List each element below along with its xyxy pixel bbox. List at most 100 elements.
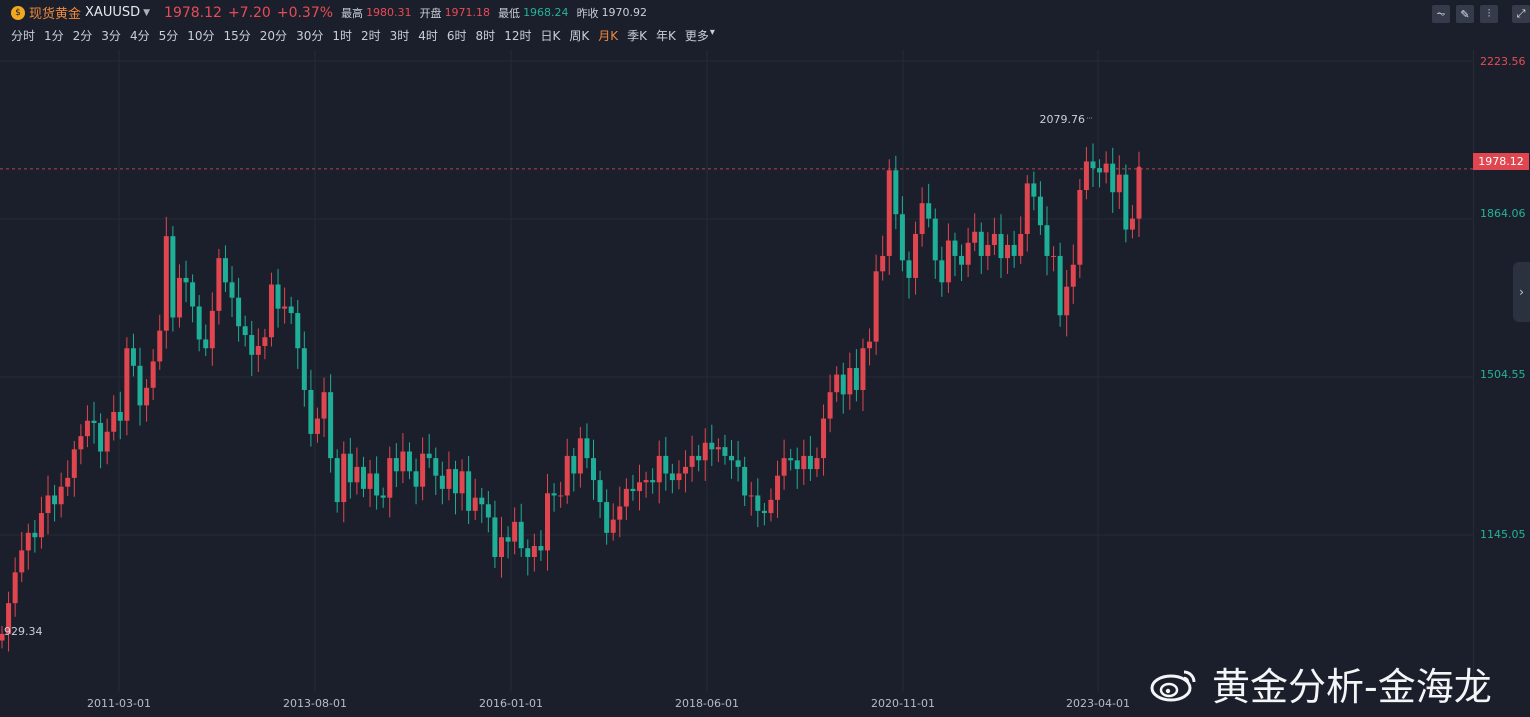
candle-body: [1051, 255, 1057, 257]
candle-body: [847, 368, 853, 395]
period-tab[interactable]: 2分: [72, 29, 93, 43]
candle-body: [860, 348, 866, 390]
watermark-text: 黄金分析-金海龙: [1212, 665, 1492, 709]
candle-body: [78, 436, 84, 450]
symbol-name[interactable]: 现货黄金: [29, 7, 82, 22]
candle-body: [781, 458, 787, 476]
fullscreen-icon[interactable]: ⤢: [1512, 5, 1530, 23]
candle-body: [420, 453, 426, 487]
period-tab[interactable]: 2时: [360, 29, 381, 43]
candle-body: [334, 458, 340, 503]
period-tab[interactable]: 15分: [223, 29, 251, 43]
candle-body: [577, 438, 583, 474]
stat-low-label: 最低: [498, 6, 521, 20]
candle-body: [518, 521, 524, 549]
candle-body: [6, 603, 12, 634]
candle-body: [959, 255, 965, 265]
candle-body: [485, 504, 491, 518]
quote-header: $ 现货黄金 XAUUSD ▼ 1978.12 +7.20 +0.37% 最高 …: [0, 0, 1530, 25]
chevron-down-icon[interactable]: ▼: [143, 7, 151, 18]
period-tab[interactable]: 30分: [296, 29, 324, 43]
candle-body: [564, 455, 570, 496]
candle-body: [978, 231, 984, 256]
symbol-code[interactable]: XAUUSD: [85, 5, 141, 20]
candle-body: [1110, 163, 1116, 193]
candle-body: [1136, 168, 1142, 219]
candle-body: [84, 420, 90, 437]
candle-body: [985, 244, 991, 256]
candle-body: [459, 471, 465, 494]
candle-body: [229, 282, 235, 298]
candle-body: [584, 438, 590, 459]
period-tab[interactable]: 1分: [44, 29, 64, 43]
period-tab[interactable]: 3时: [389, 29, 410, 43]
candle-body: [1044, 225, 1050, 256]
candle-body: [538, 546, 544, 551]
period-tab[interactable]: 日K: [540, 29, 561, 43]
candle-body: [144, 387, 150, 406]
candle-body: [354, 466, 360, 483]
candle-body: [374, 473, 380, 496]
date-tick: 2011-03-01: [87, 697, 151, 710]
candle-body: [821, 418, 827, 459]
candle-body: [775, 475, 781, 500]
period-tab[interactable]: 4时: [418, 29, 438, 43]
candle-body: [623, 488, 629, 507]
candle-settings-icon[interactable]: ⫶: [1480, 5, 1498, 23]
chevron-down-icon[interactable]: ▾: [709, 27, 715, 38]
candle-body: [1123, 174, 1129, 230]
period-tab[interactable]: 季K: [627, 29, 647, 43]
period-tab[interactable]: 1时: [332, 29, 352, 43]
period-tab[interactable]: 月K: [598, 29, 619, 43]
period-tab[interactable]: 周K: [569, 29, 590, 43]
period-tab[interactable]: 12时: [504, 29, 532, 43]
candle-body: [308, 389, 314, 434]
side-panel-toggle[interactable]: ›: [1513, 262, 1530, 322]
stat-open-value: 1971.18: [444, 6, 491, 19]
candle-body: [906, 260, 912, 278]
candle-body: [492, 517, 498, 557]
candle-body: [446, 469, 452, 489]
toolbar: ⏦ ✎ ⫶ ⤢: [1426, 5, 1530, 23]
candle-body: [814, 458, 820, 470]
candle-body: [939, 260, 945, 283]
candle-body: [617, 506, 623, 520]
date-tick: 2018-06-01: [675, 697, 739, 710]
candle-body: [748, 495, 754, 497]
candle-body: [709, 442, 715, 450]
candle-body: [472, 497, 478, 511]
period-tab[interactable]: 10分: [187, 29, 215, 43]
draw-icon[interactable]: ✎: [1456, 5, 1474, 23]
candle-body: [867, 341, 873, 349]
candle-body: [591, 458, 597, 481]
period-tab[interactable]: 分时: [11, 29, 36, 43]
candle-body: [275, 284, 281, 309]
candle-body: [1011, 244, 1017, 256]
line-chart-icon[interactable]: ⏦: [1432, 5, 1450, 23]
candle-body: [735, 460, 741, 467]
candle-body: [111, 411, 117, 432]
candle-body: [498, 537, 504, 557]
candle-body: [170, 236, 176, 318]
candle-body: [1057, 255, 1063, 316]
period-tab[interactable]: 4分: [129, 29, 150, 43]
candle-body: [295, 313, 301, 349]
candle-body: [794, 460, 800, 470]
period-tab[interactable]: 年K: [655, 29, 676, 43]
candle-body: [380, 495, 386, 498]
candle-body: [932, 218, 938, 261]
period-tab[interactable]: 3分: [101, 29, 121, 43]
candle-body: [433, 458, 439, 476]
period-tab[interactable]: 更多: [684, 29, 709, 43]
candle-body: [834, 374, 840, 393]
period-tab[interactable]: 20分: [259, 29, 288, 43]
candle-body: [236, 297, 242, 327]
chevron-right-icon: ›: [1519, 285, 1524, 299]
candle-body: [19, 550, 25, 573]
period-tab[interactable]: 6时: [446, 29, 467, 43]
candle-body: [1018, 233, 1024, 256]
candle-body: [452, 469, 458, 494]
candle-body: [656, 455, 662, 483]
period-tab[interactable]: 5分: [158, 29, 179, 43]
period-tab[interactable]: 8时: [475, 29, 496, 43]
